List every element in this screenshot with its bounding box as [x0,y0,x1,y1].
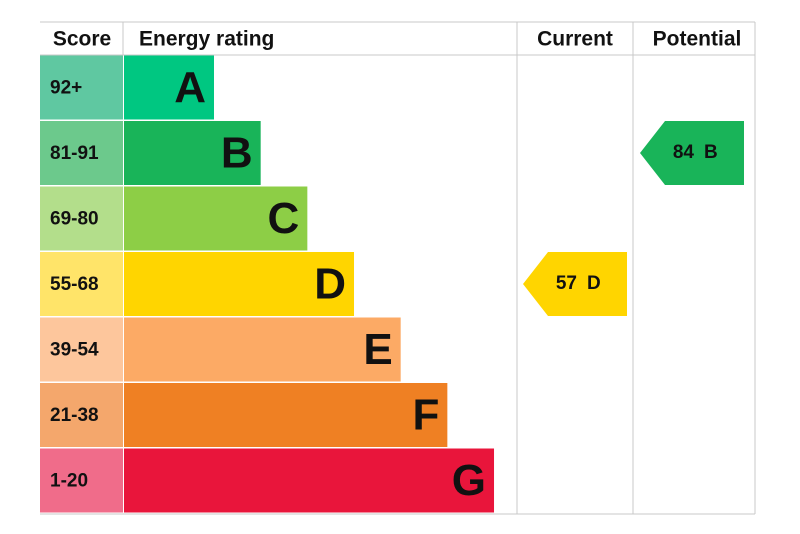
rating-letter: C [268,194,300,243]
rating-bar [124,448,495,513]
score-label: 39-54 [50,339,99,360]
current-value: 57 [556,273,577,294]
score-cell [40,383,123,447]
rating-letter: G [452,456,486,505]
rating-letter: B [221,128,253,177]
header: Score [53,28,111,51]
rating-bar [124,317,401,382]
score-cell [40,121,123,185]
current-arrow [523,252,627,316]
score-cell [40,55,123,120]
score-label: 81-91 [50,143,99,164]
rating-bar [124,383,448,447]
score-label: 1-20 [50,470,88,491]
header: Potential [653,28,742,51]
score-label: 55-68 [50,274,99,295]
rating-letter: A [174,63,206,112]
score-cell [40,186,123,251]
score-cell [40,317,123,382]
current-letter: D [587,273,601,294]
rating-bar [124,252,355,316]
rating-letter: F [412,390,439,439]
score-cell [40,252,123,316]
potential-arrow [640,121,744,185]
header: Energy rating [139,28,274,51]
rating-bar [124,55,214,120]
score-label: 21-38 [50,405,99,426]
score-label: 69-80 [50,208,99,229]
potential-value: 84 [673,142,695,163]
score-cell [40,448,123,513]
header: Current [537,28,613,51]
rating-bar [124,121,261,185]
rating-letter: E [363,325,392,374]
rating-letter: D [314,259,346,308]
rating-bar [124,186,308,251]
potential-letter: B [704,142,718,163]
score-label: 92+ [50,77,82,98]
